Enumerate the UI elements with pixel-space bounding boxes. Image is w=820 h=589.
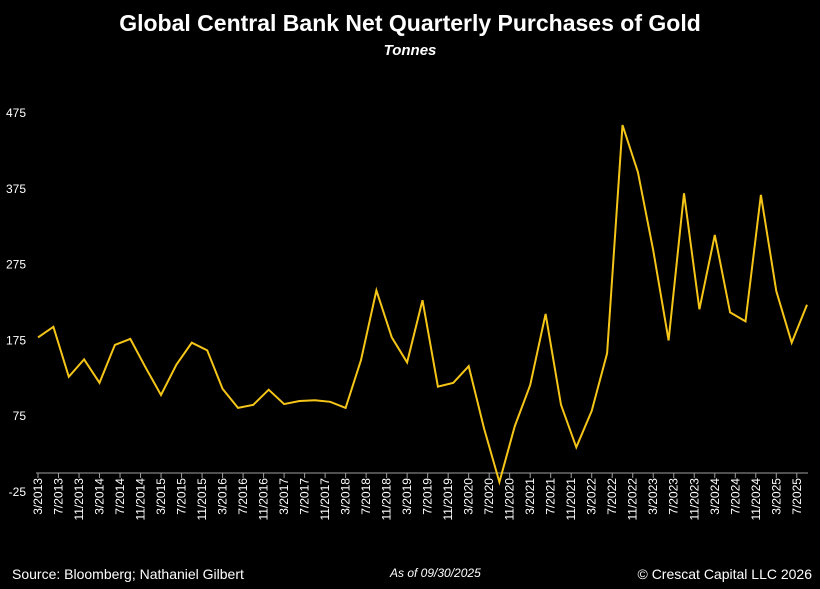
x-tick-label: 11/2022 (626, 478, 640, 521)
x-tick-label: 11/2021 (564, 478, 578, 521)
y-tick-label: -25 (9, 485, 27, 499)
x-tick-label: 11/2017 (318, 478, 332, 521)
x-tick-label: 3/2016 (216, 478, 230, 515)
x-tick-label: 3/2023 (646, 478, 660, 515)
x-tick-label: 7/2020 (482, 478, 496, 515)
x-tick-label: 7/2021 (544, 478, 558, 515)
x-tick-label: 11/2014 (134, 478, 148, 521)
x-tick-label: 3/2015 (154, 478, 168, 515)
x-tick-label: 3/2020 (462, 478, 476, 515)
x-tick-label: 11/2016 (257, 478, 271, 521)
y-tick-label: 275 (6, 258, 26, 272)
x-tick-label: 7/2013 (52, 478, 66, 515)
chart-subtitle: Tonnes (383, 42, 437, 59)
series-line (37, 124, 808, 486)
x-tick-label: 3/2024 (708, 478, 722, 515)
x-tick-label: 7/2016 (236, 478, 250, 515)
x-tick-label: 3/2022 (585, 478, 599, 515)
x-tick-label: 3/2017 (277, 478, 291, 515)
x-tick-label: 11/2019 (441, 478, 455, 521)
x-tick-label: 3/2025 (769, 478, 783, 515)
y-tick-label: 75 (13, 409, 27, 423)
source-note: Source: Bloomberg; Nathaniel Gilbert (12, 566, 244, 582)
x-tick-label: 3/2021 (523, 478, 537, 515)
x-tick-label: 11/2023 (687, 478, 701, 521)
x-tick-label: 3/2019 (400, 478, 414, 515)
chart-title: Global Central Bank Net Quarterly Purcha… (119, 10, 701, 36)
x-tick-label: 11/2024 (749, 478, 763, 521)
x-tick-label: 7/2023 (667, 478, 681, 515)
x-tick-label: 7/2024 (728, 478, 742, 515)
y-tick-label: 475 (6, 106, 26, 120)
x-tick-label: 11/2018 (380, 478, 394, 521)
as-of-date: As of 09/30/2025 (390, 566, 481, 580)
x-tick-label: 7/2017 (298, 478, 312, 515)
x-tick-label: 7/2022 (605, 478, 619, 515)
x-tick-label: 11/2015 (195, 478, 209, 521)
x-tick-label: 3/2013 (31, 478, 45, 515)
x-tick-label: 7/2025 (790, 478, 804, 515)
y-tick-label: 375 (6, 182, 26, 196)
copyright: © Crescat Capital LLC 2026 (637, 566, 812, 582)
x-tick-label: 11/2020 (503, 478, 517, 521)
x-tick-label: 3/2018 (339, 478, 353, 515)
x-tick-label: 11/2013 (72, 478, 86, 521)
x-tick-label: 3/2014 (93, 478, 107, 515)
x-tick-label: 7/2019 (421, 478, 435, 515)
x-tick-label: 7/2014 (113, 478, 127, 515)
y-tick-label: 175 (6, 333, 26, 347)
x-tick-label: 7/2018 (359, 478, 373, 515)
x-tick-label: 7/2015 (175, 478, 189, 515)
